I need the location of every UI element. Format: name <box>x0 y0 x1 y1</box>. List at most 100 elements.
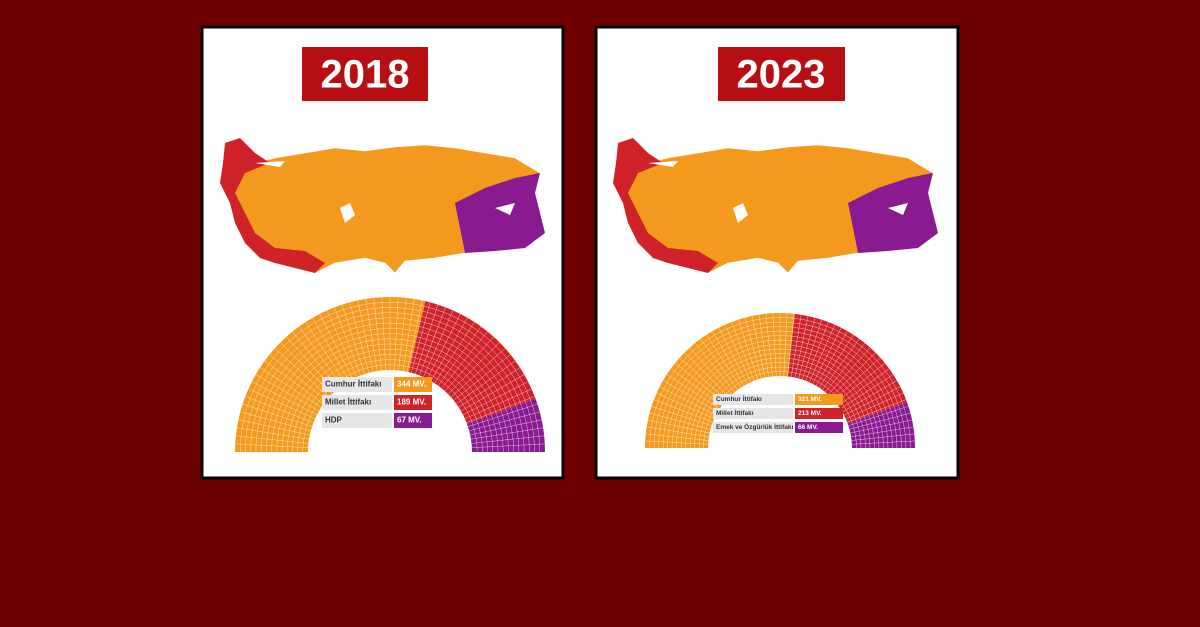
seat-grid <box>471 443 545 448</box>
legend-label: HDP <box>325 416 343 425</box>
seat-grid <box>651 406 712 426</box>
seat-grid <box>847 399 907 423</box>
seat-grid <box>264 360 324 405</box>
seat-grid <box>700 338 738 390</box>
seat-grid <box>850 419 913 434</box>
seat-grid <box>423 310 454 378</box>
seat-grid <box>365 298 378 372</box>
seat-grid <box>830 352 876 398</box>
chart-title: 2018 <box>321 53 410 97</box>
seat-grid <box>349 302 370 373</box>
seat-grid <box>706 334 741 388</box>
seat-grid <box>851 433 915 441</box>
seat-grid <box>251 381 318 415</box>
seat-grid <box>437 326 482 386</box>
seat-grid <box>679 357 727 401</box>
seat-grid <box>415 304 439 375</box>
legend-label: Emek ve Özgürlük İttifakı <box>716 422 793 431</box>
seat-grid <box>460 374 525 412</box>
legend-name-box <box>713 422 793 433</box>
seat-grid <box>844 386 901 416</box>
value-label: 321 MV. <box>798 396 822 403</box>
seat-grid <box>305 321 346 384</box>
legend-name-box <box>713 394 793 405</box>
seat-grid <box>240 411 311 432</box>
seat-grid <box>245 396 314 423</box>
seat-grid <box>238 419 310 436</box>
seat-grid <box>798 317 816 379</box>
seat-grid <box>848 406 909 426</box>
value-label: 66 MV. <box>798 424 818 431</box>
seat-grid <box>458 367 521 408</box>
seat-grid <box>751 315 766 378</box>
seat-grid <box>381 297 386 371</box>
seat-grid <box>812 327 842 384</box>
value-label: 67 MV. <box>397 416 422 425</box>
legend-value-box <box>795 408 843 419</box>
seat-grid <box>447 342 500 395</box>
seat-grid <box>434 321 475 384</box>
seat-grid <box>466 396 535 423</box>
seat-grid <box>334 307 361 376</box>
seat-grid <box>684 352 730 398</box>
seat-grid <box>851 440 915 445</box>
seat-grid <box>646 426 709 437</box>
seat-grid <box>840 374 894 409</box>
legend-value-box <box>795 422 843 433</box>
seat-grid <box>787 313 795 377</box>
legend-name-box <box>322 413 392 428</box>
legend-label: Cumhur İttifakı <box>325 380 381 389</box>
seat-grid <box>419 307 446 376</box>
seat-grid <box>298 326 343 386</box>
seat-grid <box>470 427 544 440</box>
seat-grid <box>783 313 788 377</box>
seat-grid <box>467 403 538 427</box>
legend-name-box <box>322 377 392 392</box>
seat-grid <box>444 336 494 392</box>
seat-grid <box>453 354 511 401</box>
seat-grid <box>242 403 313 427</box>
seat-grid <box>269 354 327 401</box>
seat-grid <box>430 317 468 382</box>
seat-grid <box>255 374 320 412</box>
legend-value-box <box>394 395 432 410</box>
seat-grid <box>441 331 488 389</box>
seat-grid <box>373 297 382 371</box>
seat-grid <box>427 313 461 380</box>
seat-grid <box>809 324 836 383</box>
seat-grid <box>357 300 374 372</box>
seat-grid <box>659 386 716 416</box>
legend-label: Millet İttifakı <box>325 398 371 407</box>
seat-grid <box>822 338 860 390</box>
value-label: 213 MV. <box>798 410 822 417</box>
seat-grid <box>456 360 516 405</box>
legend-value-box <box>795 394 843 405</box>
seat-grid <box>765 313 773 377</box>
seat-grid <box>471 435 545 444</box>
seat-grid <box>319 313 353 380</box>
seat-grid <box>462 381 529 415</box>
seat-grid <box>851 426 914 437</box>
seat-grid <box>802 319 822 380</box>
seat-grid <box>835 362 886 403</box>
seat-grid <box>398 297 407 371</box>
seat-grid <box>248 388 316 419</box>
seat-grid <box>731 321 755 381</box>
seat-grid <box>410 302 431 373</box>
value-label: 189 MV. <box>397 398 426 407</box>
seat-grid <box>838 368 890 406</box>
seat-grid <box>689 347 733 395</box>
seat-grid <box>805 321 829 381</box>
seat-grid <box>825 342 866 393</box>
seat-block <box>408 301 536 424</box>
chart-title: 2023 <box>737 53 826 97</box>
seat-grid <box>645 433 709 441</box>
seat-grid <box>791 314 802 377</box>
seat-grid <box>470 419 542 436</box>
seat-grid <box>694 342 735 393</box>
seat-grid <box>833 357 881 401</box>
seat-grid <box>341 304 365 375</box>
title-box <box>718 47 845 101</box>
